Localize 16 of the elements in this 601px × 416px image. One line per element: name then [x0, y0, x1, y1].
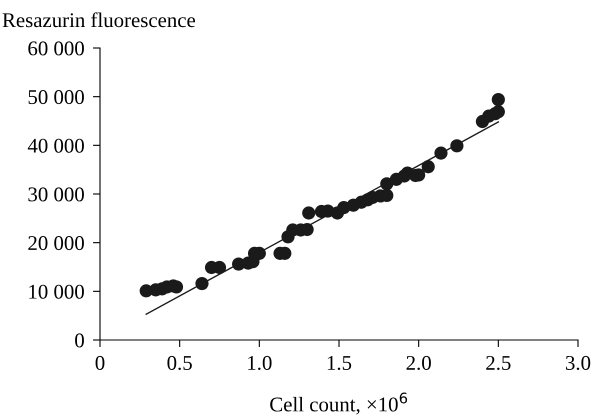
y-tick-label: 0 [75, 333, 84, 348]
x-tick-label: 0.5 [167, 356, 192, 370]
y-tick-label: 50 000 [28, 90, 84, 104]
x-tick-label: 1.0 [248, 356, 272, 370]
y-tick-label: 60 000 [28, 41, 84, 56]
y-tick-label: 10 000 [29, 284, 84, 299]
x-axis-title: Cell count, ×10$^{6}$ [270, 392, 408, 415]
x-tick-label: 2.5 [486, 356, 511, 370]
y-tick-label: 30 000 [28, 187, 84, 202]
y-axis-title: Resazurin fluorescence [2, 12, 196, 28]
y-tick-label: 20 000 [28, 236, 84, 250]
x-tick-label: 1.5 [328, 356, 352, 370]
x-tick-label: 3.0 [566, 356, 590, 370]
x-tick-label: 2.0 [406, 356, 431, 370]
y-tick-label: 40 000 [28, 138, 84, 153]
x-tick-label: 0 [96, 356, 104, 370]
